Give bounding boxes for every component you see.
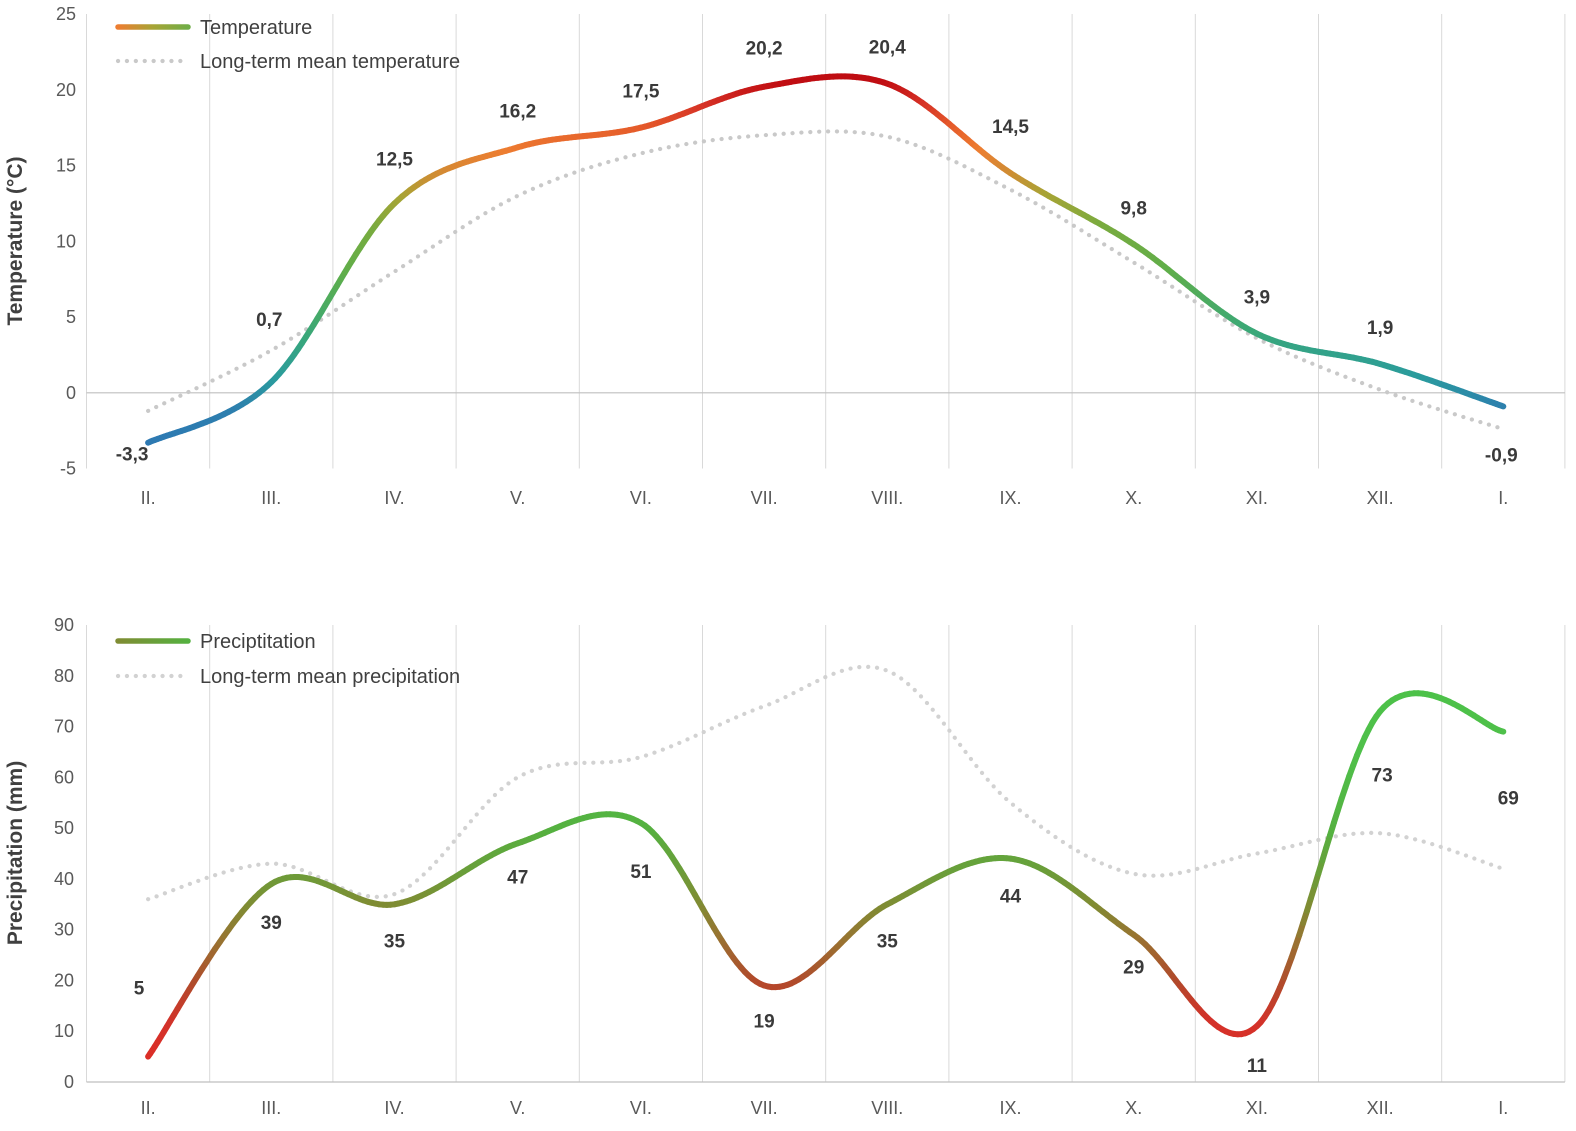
- data-label: 44: [1000, 887, 1022, 908]
- x-tick-label: VI.: [630, 488, 652, 508]
- y-tick-label: 90: [54, 615, 74, 635]
- data-label: 11: [1247, 1056, 1268, 1077]
- x-tick-label: IV.: [384, 1098, 404, 1118]
- x-tick-label: XII.: [1367, 1098, 1394, 1118]
- y-tick-label: 0: [64, 1072, 74, 1092]
- preciptitation-curve: [145, 690, 1507, 1060]
- data-label: -0,9: [1485, 445, 1518, 466]
- x-tick-label: VI.: [630, 1098, 652, 1118]
- data-label: 20,4: [869, 38, 906, 59]
- legend-label: Long-term mean temperature: [200, 51, 460, 73]
- data-label: 39: [261, 913, 282, 934]
- x-tick-label: VIII.: [871, 1098, 903, 1118]
- curve-segment: [1498, 728, 1507, 735]
- x-tick-label: III.: [261, 1098, 281, 1118]
- legend-label: Long-term mean precipitation: [200, 666, 460, 688]
- data-label: 20,2: [746, 39, 783, 60]
- x-tick-label: XI.: [1246, 1098, 1268, 1118]
- y-tick-label: 50: [54, 818, 74, 838]
- y-tick-label: 0: [66, 383, 76, 403]
- data-label: 47: [507, 867, 528, 888]
- legend-item-long-term-mean-temperature: Long-term mean temperature: [115, 51, 460, 73]
- y-tick-label: 15: [56, 156, 76, 176]
- data-label: 14,5: [992, 117, 1029, 138]
- x-tick-label: VIII.: [871, 488, 903, 508]
- x-tick-label: II.: [141, 1098, 156, 1118]
- temperature-chart: 25 20 15 10 5 0 -5 II. III. IV. V. VI. VII. VIII. IX. X…: [4, 4, 1566, 508]
- x-tick-label: X.: [1125, 1098, 1142, 1118]
- y-axis-title: Precipitation (mm): [4, 761, 27, 945]
- x-tick-label: VII.: [751, 1098, 778, 1118]
- data-label: 29: [1123, 958, 1144, 979]
- x-tick-label: X.: [1125, 488, 1142, 508]
- x-tick-label: IX.: [999, 1098, 1021, 1118]
- data-label: 35: [384, 931, 406, 952]
- y-tick-label: 10: [56, 231, 76, 251]
- x-tick-label: III.: [261, 488, 281, 508]
- data-label: 0,7: [256, 310, 282, 331]
- legend-label: Preciptitation: [200, 631, 316, 653]
- precipitation-chart: 90 80 70 60 50 40 30 20 10 0 II. III. IV. V. VI. VII. VI…: [4, 615, 1566, 1118]
- data-label: 12,5: [376, 149, 413, 170]
- data-label: 73: [1372, 765, 1393, 786]
- data-label: -3,3: [116, 445, 149, 466]
- data-label: 9,8: [1120, 198, 1146, 219]
- y-tick-label: 5: [66, 307, 76, 327]
- legend-item-preciptitation: Preciptitation: [115, 631, 316, 653]
- y-tick-label: 80: [54, 666, 74, 686]
- x-tick-label: IX.: [999, 488, 1021, 508]
- long-term-mean-temperature-line: [146, 129, 1506, 432]
- y-tick-label: 30: [54, 920, 74, 940]
- x-tick-label: I.: [1498, 488, 1508, 508]
- data-label: 5: [134, 979, 145, 1000]
- y-tick-label: 40: [54, 869, 74, 889]
- y-tick-label: 20: [54, 970, 74, 990]
- y-tick-label: -5: [60, 459, 76, 479]
- legend-item-long-term-mean-precipitation: Long-term mean precipitation: [115, 666, 460, 688]
- long-term-mean-precipitation-line: [146, 664, 1506, 902]
- x-tick-label: V.: [510, 1098, 525, 1118]
- x-tick-label: VII.: [751, 488, 778, 508]
- x-tick-label: XII.: [1367, 488, 1394, 508]
- y-tick-label: 25: [56, 4, 76, 24]
- y-tick-label: 70: [54, 717, 74, 737]
- legend-label: Temperature: [200, 17, 312, 39]
- x-tick-label: IV.: [384, 488, 404, 508]
- legend-item-temperature: Temperature: [115, 17, 312, 39]
- curve-segment: [1498, 402, 1507, 410]
- temperature-curve: [145, 73, 1507, 446]
- y-tick-label: 60: [54, 767, 74, 787]
- data-label: 16,2: [499, 101, 536, 122]
- data-label: 51: [630, 862, 652, 883]
- y-tick-label: 20: [56, 80, 76, 100]
- y-axis-title: Temperature (°C): [4, 156, 27, 325]
- data-label: 1,9: [1367, 318, 1393, 339]
- data-label: 19: [754, 1012, 775, 1033]
- data-label: 69: [1498, 789, 1519, 810]
- y-tick-label: 10: [54, 1021, 74, 1041]
- x-tick-label: V.: [510, 488, 525, 508]
- x-tick-label: I.: [1498, 1098, 1508, 1118]
- data-label: 35: [877, 931, 899, 952]
- data-label: 3,9: [1244, 288, 1270, 309]
- x-tick-label: XI.: [1246, 488, 1268, 508]
- data-label: 17,5: [622, 82, 659, 103]
- x-tick-label: II.: [141, 488, 156, 508]
